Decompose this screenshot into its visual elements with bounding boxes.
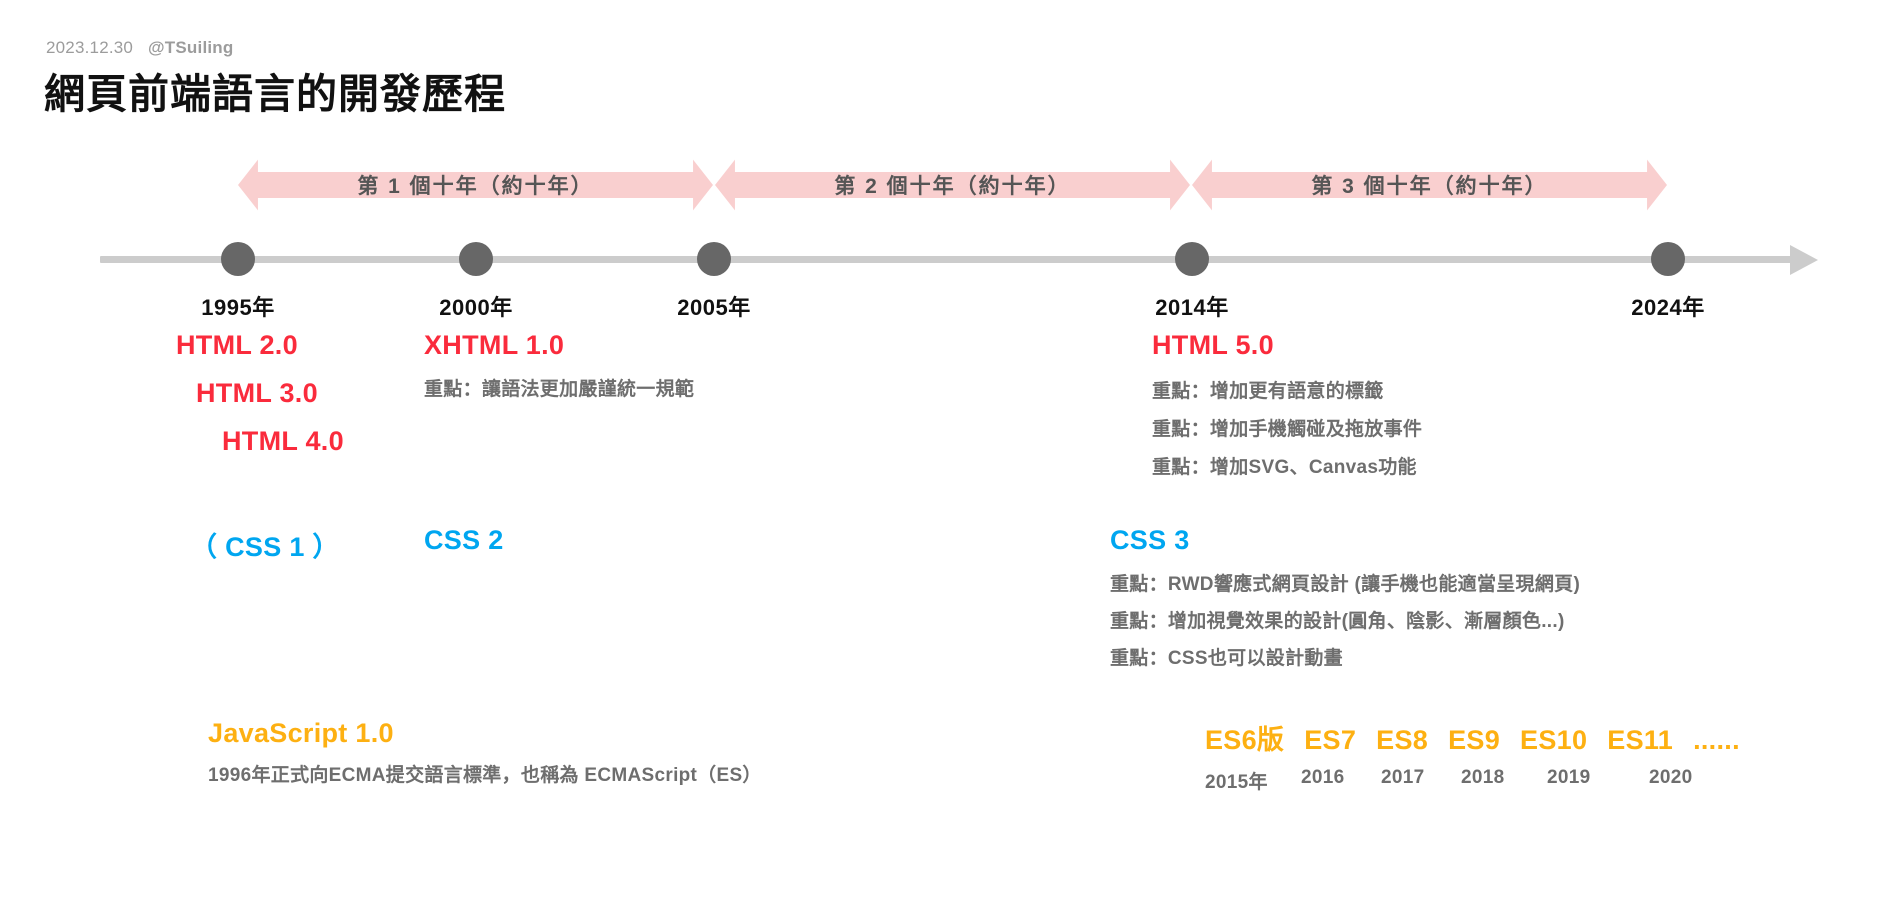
es6-label: ES6版 — [1205, 725, 1285, 755]
css3-note: 重點：增加視覺效果的設計(圓角、陰影、漸層顏色...) — [1110, 611, 1565, 632]
byline: 2023.12.30 @TSuiling — [46, 38, 233, 58]
es-ellipsis-label: ...... — [1693, 725, 1740, 755]
css3-note-list: 重點：RWD響應式網頁設計 (讓手機也能適當呈現網頁) 重點：增加視覺效果的設計… — [1110, 566, 1580, 677]
html5-group: HTML 5.0 重點：增加更有語意的標籤 重點：增加手機觸碰及拖放事件 重點：… — [1152, 330, 1422, 487]
html5-note-list: 重點：增加更有語意的標籤 重點：增加手機觸碰及拖放事件 重點：增加SVG、Can… — [1152, 373, 1422, 487]
ecmascript-year-list: 2015年 2016 2017 2018 2019 2020 — [1205, 767, 1740, 794]
byline-date: 2023.12.30 — [46, 38, 134, 57]
axis-dot-2005 — [697, 242, 731, 276]
decade-2-label: 第 2 個十年（約十年） — [834, 175, 1071, 198]
css3-note: 重點：RWD響應式網頁設計 (讓手機也能適當呈現網頁) — [1110, 574, 1581, 595]
css1-group: （ CSS 1 ） — [190, 525, 340, 564]
timeline-axis: 1995年 2000年 2005年 2014年 2024年 — [0, 242, 1900, 320]
css2-group: CSS 2 — [424, 525, 504, 556]
axis-year-label: 2024年 — [1631, 295, 1705, 320]
es-year-label: 2017 — [1381, 767, 1425, 788]
ecmascript-group: ES6版 ES7 ES8 ES9 ES10 ES11 ...... 2015年 … — [1205, 718, 1740, 794]
es11-label: ES11 — [1607, 725, 1674, 755]
decade-arrow-1: 第 1 個十年（約十年） — [238, 158, 713, 212]
decade-band: 第 1 個十年（約十年） 第 2 個十年（約十年） 第 3 個十年（約十年） — [0, 158, 1900, 218]
html5-note: 重點：增加SVG、Canvas功能 — [1152, 457, 1417, 478]
es7-label: ES7 — [1304, 725, 1357, 755]
axis-year-label: 2014年 — [1155, 295, 1229, 320]
decade-1-label: 第 1 個十年（約十年） — [357, 175, 594, 198]
es-year-label: 2019 — [1547, 767, 1591, 788]
axis-dot-2024 — [1651, 242, 1685, 276]
axis-arrowhead-icon — [1790, 245, 1818, 275]
css3-note: 重點：CSS也可以設計動畫 — [1110, 648, 1343, 669]
axis-line — [100, 256, 1796, 263]
axis-year-label: 1995年 — [201, 295, 275, 320]
html5-note: 重點：增加更有語意的標籤 — [1152, 381, 1384, 402]
xhtml-1-0-label: XHTML 1.0 — [424, 330, 565, 360]
axis-year-label: 2000年 — [439, 295, 513, 320]
html-4-0-label: HTML 4.0 — [222, 426, 344, 456]
css-2-label: CSS 2 — [424, 525, 504, 555]
javascript-note: 1996年正式向ECMA提交語言標準，也稱為 ECMAScript（ES） — [208, 765, 762, 786]
axis-dot-2000 — [459, 242, 493, 276]
html-2-0-label: HTML 2.0 — [176, 330, 298, 360]
es-year-label: 2018 — [1461, 767, 1505, 788]
javascript-1-0-label: JavaScript 1.0 — [208, 718, 394, 748]
es-year-label: 2020 — [1649, 767, 1693, 788]
decade-3-label: 第 3 個十年（約十年） — [1311, 175, 1548, 198]
xhtml-group: XHTML 1.0 重點：讓語法更加嚴謹統一規範 — [424, 330, 694, 409]
javascript-group: JavaScript 1.0 1996年正式向ECMA提交語言標準，也稱為 EC… — [208, 718, 762, 795]
css-3-label: CSS 3 — [1110, 525, 1190, 555]
axis-dot-2014 — [1175, 242, 1209, 276]
html5-note: 重點：增加手機觸碰及拖放事件 — [1152, 419, 1423, 440]
html-3-0-label: HTML 3.0 — [196, 378, 318, 408]
es-year-label: 2016 — [1301, 767, 1345, 788]
byline-handle: @TSuiling — [148, 38, 234, 57]
html-5-0-label: HTML 5.0 — [1152, 330, 1274, 360]
axis-year-label: 2005年 — [677, 295, 751, 320]
css3-group: CSS 3 重點：RWD響應式網頁設計 (讓手機也能適當呈現網頁) 重點：增加視… — [1110, 525, 1580, 677]
es8-label: ES8 — [1376, 725, 1429, 755]
page-title: 網頁前端語言的開發歷程 — [44, 71, 506, 117]
decade-arrow-3: 第 3 個十年（約十年） — [1192, 158, 1667, 212]
xhtml-note: 重點：讓語法更加嚴謹統一規範 — [424, 379, 695, 400]
es9-label: ES9 — [1448, 725, 1501, 755]
css-1-label: （ CSS 1 ） — [190, 532, 340, 562]
decade-arrow-2: 第 2 個十年（約十年） — [715, 158, 1190, 212]
ecmascript-version-list: ES6版 ES7 ES8 ES9 ES10 ES11 ...... — [1205, 718, 1740, 757]
es-year-label: 2015年 — [1205, 772, 1268, 793]
axis-dot-1995 — [221, 242, 255, 276]
es10-label: ES10 — [1520, 725, 1588, 755]
